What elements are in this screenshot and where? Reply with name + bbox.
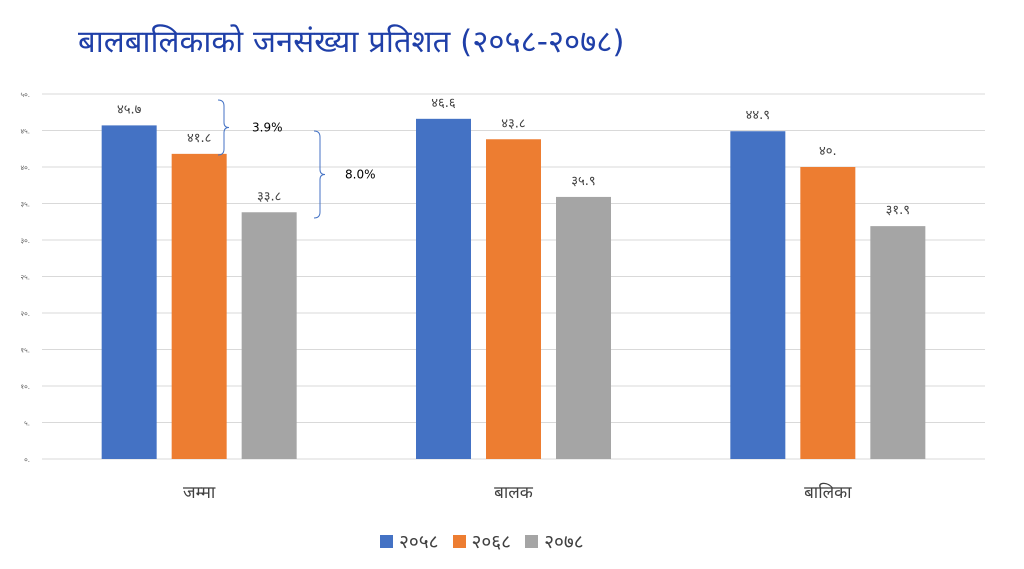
y-tick-label: २५.: [20, 274, 30, 282]
legend: २०५८ २०६८ २०७८: [380, 528, 584, 554]
y-tick-label: १०.: [20, 383, 30, 391]
y-tick-label: ३५.: [20, 201, 30, 209]
data-label: ४६.६: [431, 96, 456, 111]
bar: [556, 196, 611, 459]
bar: [800, 167, 856, 459]
bar: [171, 153, 227, 460]
category-label: बालक: [494, 483, 534, 503]
category-label: जम्मा: [183, 483, 216, 503]
annotation-brace: [217, 99, 230, 156]
legend-label: २०५८: [399, 531, 439, 553]
bar: [486, 139, 541, 459]
category-label: बालिका: [804, 482, 852, 503]
bar: [870, 226, 926, 459]
y-tick-label: ५०.: [20, 91, 30, 99]
data-label: ३१.९: [886, 203, 910, 218]
bar: [101, 125, 157, 459]
legend-item: २०६८: [452, 528, 512, 554]
legend-item: २०५८: [380, 528, 439, 554]
annotation-label: 8.0%: [345, 168, 376, 182]
y-tick-label: २०.: [20, 310, 30, 318]
y-tick-label: ३०.: [20, 237, 30, 245]
chart-title: बालबालिकाको जनसंख्या प्रतिशत (२०५८-२०७८): [78, 24, 625, 60]
data-label: ४३.८: [501, 116, 526, 131]
y-tick-label: १५.: [20, 347, 30, 355]
legend-swatch: [380, 534, 393, 548]
data-label: ४१.८: [187, 131, 212, 146]
annotation-brace: [313, 130, 326, 219]
data-label: ४०.: [819, 144, 837, 159]
annotation-label: 3.9%: [252, 121, 283, 135]
legend-label: २०७८: [544, 531, 584, 553]
data-label: ३५.९: [571, 174, 595, 189]
data-label: ४५.७: [117, 102, 142, 117]
bar: [416, 118, 471, 459]
bar: [241, 212, 297, 459]
legend-swatch: [452, 534, 466, 548]
legend-item: २०७८: [525, 528, 584, 554]
y-tick-label: ४५.: [20, 128, 30, 136]
legend-swatch: [525, 534, 539, 548]
data-label: ४४.९: [746, 108, 770, 123]
data-label: ३३.८: [257, 189, 282, 204]
y-tick-label: ०.: [24, 456, 30, 464]
y-tick-label: ४०.: [20, 164, 30, 172]
bar: [730, 131, 786, 460]
y-tick-label: ५.: [24, 420, 30, 428]
legend-label: २०६८: [471, 531, 512, 553]
